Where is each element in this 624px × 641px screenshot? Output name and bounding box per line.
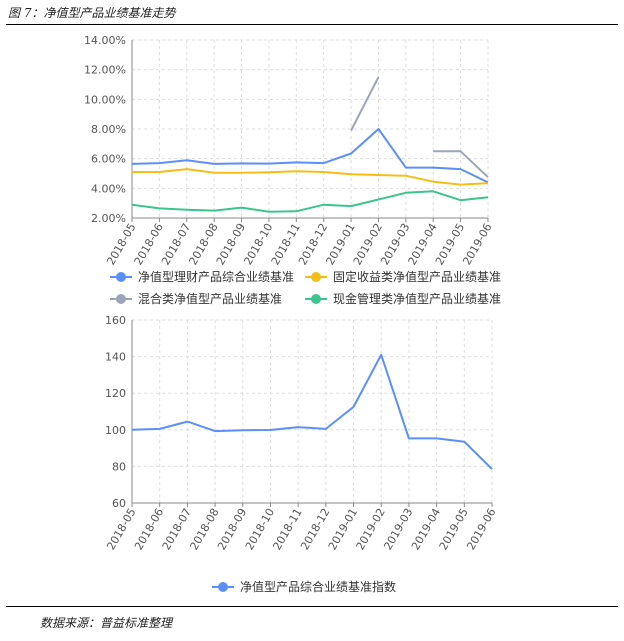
y-tick-label: 160 bbox=[105, 314, 126, 327]
legend-label: 固定收益类净值型产品业绩基准 bbox=[333, 269, 501, 284]
figure-title: 图 7：净值型产品业绩基准走势 bbox=[8, 6, 176, 20]
series-line bbox=[131, 128, 489, 184]
y-tick-label: 10.00% bbox=[84, 93, 126, 106]
y-tick-label: 60 bbox=[112, 497, 126, 510]
data-source-note: 数据来源：普益标准整理 bbox=[40, 616, 173, 630]
y-tick-label: 2.00% bbox=[91, 212, 126, 225]
y-tick-label: 80 bbox=[112, 460, 126, 473]
series-line bbox=[132, 168, 489, 186]
legend-label: 混合类净值型产品业绩基准 bbox=[138, 291, 282, 306]
series-line bbox=[433, 150, 489, 178]
legend-item[interactable]: 净值型产品综合业绩基准指数 bbox=[212, 579, 396, 594]
y-tick-label: 4.00% bbox=[91, 182, 126, 195]
y-tick-label: 100 bbox=[105, 424, 126, 437]
legend-marker bbox=[116, 272, 126, 282]
legend-label: 净值型理财产品综合业绩基准 bbox=[138, 269, 294, 284]
y-tick-label: 12.00% bbox=[84, 64, 126, 77]
legend-item[interactable]: 净值型理财产品综合业绩基准 bbox=[110, 269, 294, 284]
y-tick-label: 6.00% bbox=[91, 153, 126, 166]
y-tick-label: 140 bbox=[105, 351, 126, 364]
top-line-chart: 2.00%4.00%6.00%8.00%10.00%12.00%14.00%20… bbox=[84, 34, 501, 306]
legend-marker bbox=[116, 294, 126, 304]
series-line bbox=[131, 190, 489, 213]
y-tick-label: 14.00% bbox=[84, 34, 126, 47]
legend-label: 现金管理类净值型产品业绩基准 bbox=[333, 291, 501, 306]
legend-marker bbox=[311, 294, 321, 304]
top-rule bbox=[6, 24, 618, 25]
legend-marker bbox=[218, 582, 228, 592]
bottom-line-chart: 60801001201401602018-052018-062018-07201… bbox=[104, 314, 498, 594]
series-line bbox=[350, 76, 380, 131]
y-tick-label: 8.00% bbox=[91, 123, 126, 136]
legend-label: 净值型产品综合业绩基准指数 bbox=[240, 579, 396, 594]
series-line bbox=[131, 353, 493, 470]
legend-item[interactable]: 现金管理类净值型产品业绩基准 bbox=[305, 291, 501, 306]
legend-item[interactable]: 固定收益类净值型产品业绩基准 bbox=[305, 269, 501, 284]
legend-item[interactable]: 混合类净值型产品业绩基准 bbox=[110, 291, 282, 306]
bottom-rule bbox=[6, 606, 618, 607]
y-tick-label: 120 bbox=[105, 387, 126, 400]
legend-marker bbox=[311, 272, 321, 282]
